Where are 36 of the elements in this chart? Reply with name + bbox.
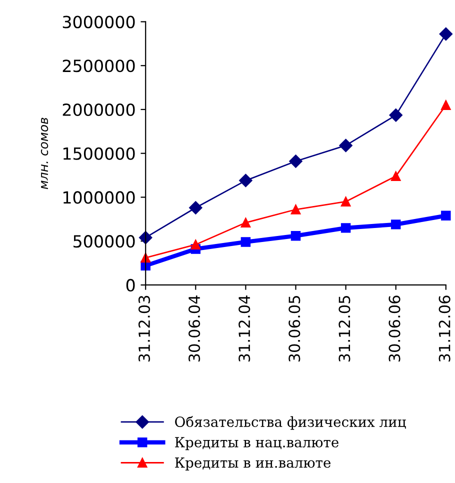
y-tick-label: 1500000: [63, 147, 135, 160]
point: [239, 174, 252, 188]
legend-label: Обязательства физических лиц: [175, 416, 406, 430]
x-tick-label: 31.12.03: [138, 296, 150, 362]
point: [290, 230, 301, 241]
point: [441, 100, 451, 110]
point: [189, 201, 202, 214]
x-tick-label: 30.06.05: [288, 296, 300, 362]
point: [340, 196, 351, 206]
point: [339, 138, 352, 152]
x-tick-label: 31.12.04: [238, 296, 250, 362]
point: [390, 171, 401, 182]
y-axis-title: млн. сомов: [40, 118, 48, 190]
legend-label: Кредиты в нац.валюте: [175, 437, 338, 450]
legend-label: Кредиты в ин.валюте: [175, 457, 331, 470]
point: [240, 237, 251, 247]
point: [139, 231, 152, 244]
point: [240, 218, 251, 228]
point: [340, 223, 351, 233]
y-tick-label: 1000000: [63, 191, 135, 204]
point: [289, 154, 302, 168]
point: [390, 220, 401, 230]
y-tick-label: 3000000: [62, 16, 135, 28]
y-tick-label: 500000: [74, 235, 135, 248]
point: [290, 204, 301, 214]
x-tick-label: 31.12.06: [438, 296, 450, 362]
point: [389, 108, 402, 122]
x-tick-label: 30.06.06: [388, 296, 400, 362]
y-tick-label: 0: [126, 278, 135, 292]
x-tick-label: 31.12.05: [338, 296, 350, 362]
point: [441, 210, 451, 221]
y-tick-label: 2000000: [62, 103, 135, 116]
x-tick-label: 30.06.04: [188, 296, 200, 362]
point: [190, 240, 201, 250]
y-tick-label: 2500000: [62, 60, 135, 72]
point: [439, 27, 452, 41]
